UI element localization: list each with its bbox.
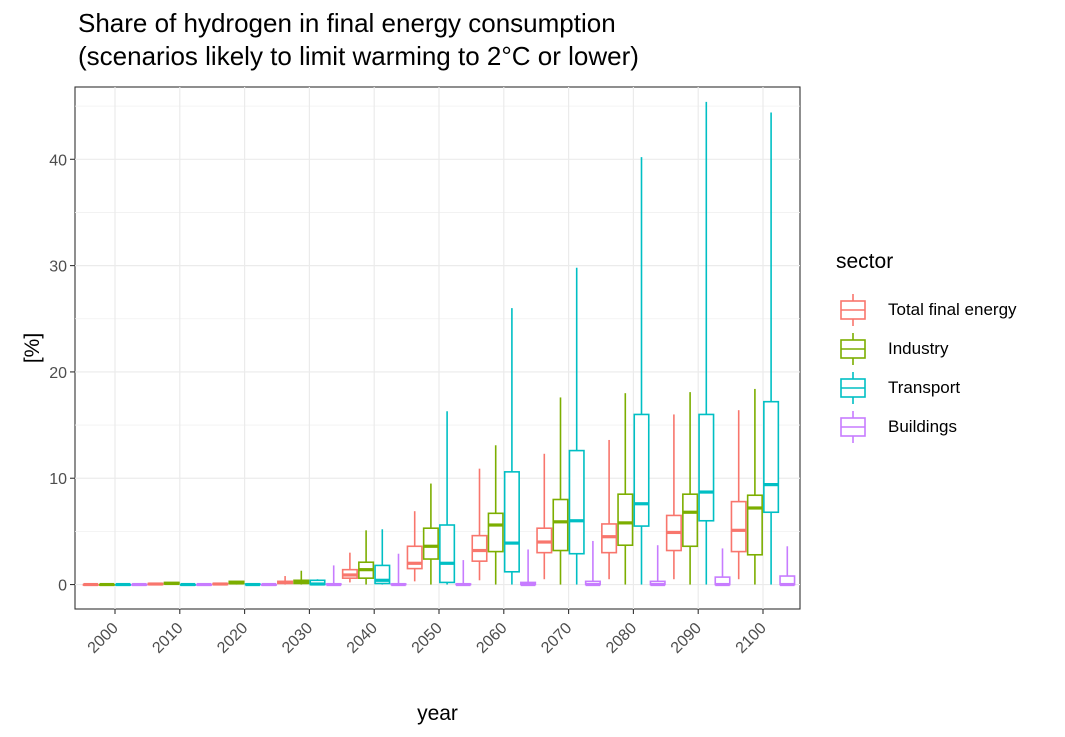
- y-tick-label: 0: [58, 578, 67, 595]
- box-iqr: [633, 413, 650, 527]
- box-iqr: [698, 413, 715, 522]
- box-transport-2010: [179, 582, 196, 587]
- x-tick-label: 2040: [344, 620, 381, 657]
- legend-title: sector: [836, 250, 894, 273]
- box-industry-2060: [487, 445, 504, 585]
- legend-key: [840, 371, 866, 404]
- box-industry-2000: [98, 582, 115, 587]
- box-iqr: [487, 512, 504, 553]
- box-industry-2100: [746, 388, 763, 585]
- box-iqr: [503, 471, 520, 573]
- box-total-final-energy-2080: [601, 439, 618, 580]
- box-transport-2000: [115, 582, 132, 587]
- legend-item-total-final-energy: Total final energy: [836, 290, 1017, 329]
- box-transport-2090: [698, 101, 715, 585]
- legend-key: [840, 293, 866, 326]
- x-tick-label: 2020: [214, 620, 251, 657]
- legend: sector Total final energy Industry Transpo…: [836, 250, 1017, 446]
- x-tick-label: 2090: [668, 620, 705, 657]
- box-buildings-2070: [584, 540, 601, 587]
- box-transport-2080: [633, 157, 650, 585]
- box-industry-2050: [422, 483, 439, 585]
- box-transport-2050: [439, 411, 456, 585]
- box-total-final-energy-2010: [147, 582, 164, 586]
- box-transport-2060: [503, 308, 520, 585]
- box-iqr: [406, 545, 423, 570]
- boxes-layer: [82, 101, 796, 587]
- legend-label: Buildings: [888, 416, 957, 436]
- y-tick-label: 30: [49, 259, 67, 276]
- box-iqr: [552, 498, 569, 552]
- box-iqr: [471, 534, 488, 562]
- box-industry-2040: [358, 530, 375, 585]
- box-buildings-2060: [520, 549, 537, 587]
- box-buildings-2030: [325, 565, 342, 587]
- y-tick-label: 40: [49, 152, 67, 169]
- box-iqr: [568, 449, 585, 555]
- box-iqr: [617, 493, 634, 547]
- chart-subtitle: (scenarios likely to limit warming to 2°…: [78, 41, 639, 71]
- y-tick-label: 20: [49, 365, 67, 382]
- legend-item-buildings: Buildings: [836, 407, 1017, 446]
- legend-label: Total final energy: [888, 299, 1017, 319]
- box-total-final-energy-2030: [277, 576, 294, 585]
- legend-item-industry: Industry: [836, 329, 1017, 368]
- x-axis-title: year: [417, 702, 458, 725]
- box-total-final-energy-2090: [665, 414, 682, 580]
- box-industry-2020: [228, 580, 245, 585]
- box-industry-2030: [293, 570, 310, 585]
- box-iqr: [730, 500, 747, 553]
- box-total-final-energy-2060: [471, 468, 488, 581]
- box-total-final-energy-2020: [212, 582, 229, 586]
- box-transport-2070: [568, 267, 585, 585]
- box-transport-2030: [309, 579, 326, 586]
- x-tick-label: 2100: [733, 620, 770, 657]
- box-buildings-2020: [260, 582, 277, 587]
- box-total-final-energy-2050: [406, 511, 423, 582]
- box-industry-2010: [163, 581, 180, 586]
- y-axis-title: [%]: [21, 333, 44, 363]
- x-tick-label: 2050: [409, 620, 446, 657]
- legend-key: [840, 410, 866, 443]
- box-buildings-2050: [455, 560, 472, 587]
- x-tick-label: 2070: [538, 620, 575, 657]
- box-total-final-energy-2100: [730, 410, 747, 580]
- box-iqr: [422, 527, 439, 560]
- box-total-final-energy-2000: [82, 582, 99, 587]
- x-tick-label: 2000: [85, 620, 122, 657]
- legend-label: Transport: [888, 377, 961, 397]
- y-tick-label: 10: [49, 471, 67, 488]
- box-buildings-2000: [131, 582, 148, 587]
- x-tick-label: 2030: [279, 620, 316, 657]
- box-buildings-2080: [649, 545, 666, 587]
- box-iqr: [682, 493, 699, 548]
- box-iqr: [763, 400, 780, 514]
- box-buildings-2100: [779, 546, 796, 587]
- x-tick-label: 2080: [603, 620, 640, 657]
- box-industry-2070: [552, 397, 569, 585]
- box-iqr: [746, 494, 763, 556]
- box-total-final-energy-2070: [536, 453, 553, 580]
- chart-title: Share of hydrogen in final energy consum…: [78, 8, 616, 38]
- legend-items: Total final energy Industry Transport Build…: [836, 290, 1017, 446]
- box-iqr: [439, 524, 456, 584]
- box-transport-2100: [763, 112, 780, 585]
- box-buildings-2090: [714, 548, 731, 587]
- x-tick-label: 2010: [149, 620, 186, 657]
- box-industry-2090: [682, 392, 699, 585]
- box-total-final-energy-2040: [341, 552, 358, 583]
- box-transport-2040: [374, 529, 391, 585]
- box-industry-2080: [617, 393, 634, 585]
- legend-label: Industry: [888, 338, 949, 358]
- box-transport-2020: [244, 582, 261, 587]
- box-buildings-2010: [196, 582, 213, 587]
- legend-key: [840, 332, 866, 365]
- x-tick-label: 2060: [473, 620, 510, 657]
- box-buildings-2040: [390, 553, 407, 587]
- legend-item-transport: Transport: [836, 368, 1017, 407]
